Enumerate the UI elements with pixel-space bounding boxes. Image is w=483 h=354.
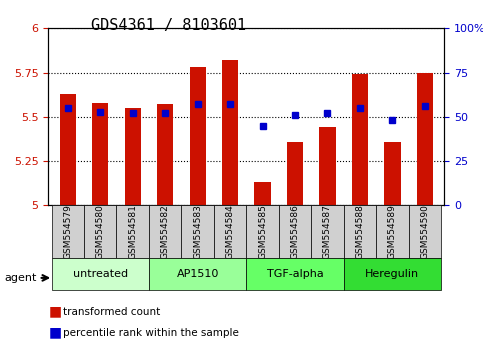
Text: transformed count: transformed count [63, 307, 160, 316]
Text: GDS4361 / 8103601: GDS4361 / 8103601 [91, 18, 247, 33]
Bar [352, 74, 368, 205]
FancyBboxPatch shape [279, 205, 311, 258]
Text: GSM554583: GSM554583 [193, 204, 202, 259]
FancyBboxPatch shape [52, 258, 149, 290]
FancyBboxPatch shape [311, 205, 344, 258]
Bar [417, 73, 433, 205]
FancyBboxPatch shape [149, 205, 182, 258]
Text: GSM554584: GSM554584 [226, 205, 235, 259]
Bar [92, 103, 108, 205]
FancyBboxPatch shape [116, 205, 149, 258]
Text: GSM554579: GSM554579 [63, 204, 72, 259]
Text: untreated: untreated [72, 269, 128, 279]
FancyBboxPatch shape [246, 258, 344, 290]
FancyBboxPatch shape [84, 205, 116, 258]
Bar [319, 127, 336, 205]
Text: GSM554580: GSM554580 [96, 204, 105, 259]
Text: Heregulin: Heregulin [365, 269, 419, 279]
Text: GSM554585: GSM554585 [258, 204, 267, 259]
FancyBboxPatch shape [344, 258, 441, 290]
FancyBboxPatch shape [52, 205, 84, 258]
Text: GSM554582: GSM554582 [161, 205, 170, 259]
FancyBboxPatch shape [344, 205, 376, 258]
Text: GSM554588: GSM554588 [355, 204, 365, 259]
Bar [287, 142, 303, 205]
Text: ■: ■ [48, 304, 61, 319]
FancyBboxPatch shape [214, 205, 246, 258]
FancyBboxPatch shape [149, 258, 246, 290]
FancyBboxPatch shape [409, 205, 441, 258]
Bar [189, 67, 206, 205]
Text: AP1510: AP1510 [176, 269, 219, 279]
Text: percentile rank within the sample: percentile rank within the sample [63, 328, 239, 338]
Text: GSM554590: GSM554590 [420, 204, 429, 259]
Text: TGF-alpha: TGF-alpha [267, 269, 324, 279]
Bar [384, 142, 400, 205]
Bar [255, 182, 270, 205]
Bar [157, 104, 173, 205]
Text: GSM554589: GSM554589 [388, 204, 397, 259]
FancyBboxPatch shape [182, 205, 214, 258]
Text: agent: agent [5, 273, 37, 283]
FancyBboxPatch shape [246, 205, 279, 258]
Text: GSM554581: GSM554581 [128, 204, 137, 259]
Bar [125, 108, 141, 205]
Text: GSM554586: GSM554586 [291, 204, 299, 259]
Text: ■: ■ [48, 326, 61, 340]
Text: GSM554587: GSM554587 [323, 204, 332, 259]
Bar [60, 94, 76, 205]
FancyBboxPatch shape [376, 205, 409, 258]
Bar [222, 60, 238, 205]
